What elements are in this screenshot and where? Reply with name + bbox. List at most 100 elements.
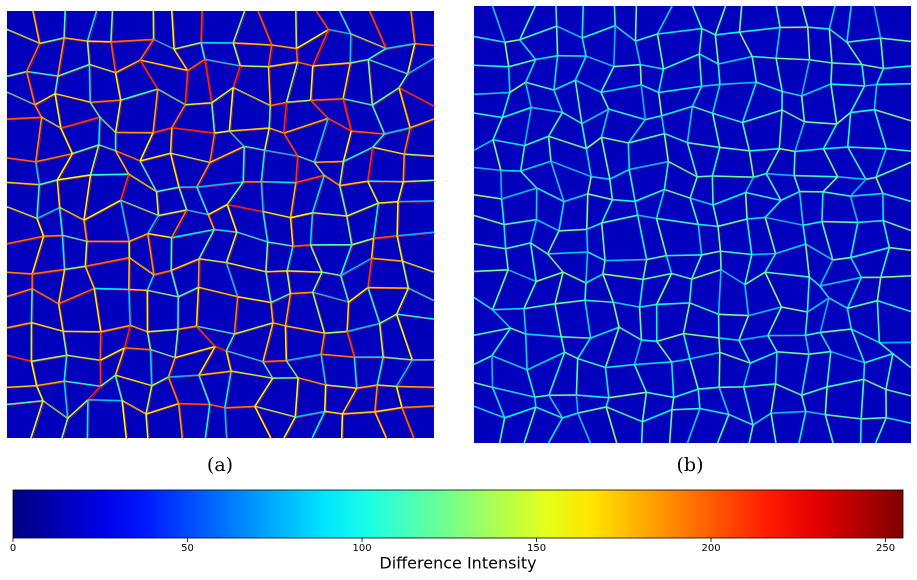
cell-edge — [666, 254, 702, 257]
cell-edge — [615, 65, 642, 68]
cell-edge — [119, 200, 130, 242]
cell-edge — [703, 29, 717, 37]
cell-edge — [211, 133, 217, 164]
cell-edge — [628, 169, 636, 202]
cell-edge — [587, 251, 606, 262]
cell-edge — [556, 273, 565, 305]
cell-edge — [876, 82, 912, 86]
cell-edge — [629, 134, 666, 145]
cell-edge — [509, 81, 527, 94]
cell-edge — [313, 293, 327, 335]
cell-edge — [366, 180, 379, 204]
cell-edge — [667, 256, 674, 275]
cell-edge — [254, 405, 296, 418]
cell-edge — [57, 303, 64, 332]
cell-edge — [531, 243, 538, 283]
cell-edge — [861, 416, 887, 420]
cell-edge — [494, 140, 503, 172]
cell-edge — [602, 93, 611, 111]
cell-edge — [315, 163, 326, 177]
cell-edge — [36, 380, 65, 387]
cell-edge — [744, 176, 755, 193]
cell-edge — [742, 362, 752, 388]
cell-edge — [287, 63, 300, 104]
cell-edge — [627, 142, 631, 170]
cell-edge — [370, 11, 388, 50]
cell-edge — [591, 175, 610, 180]
cell-edge — [604, 274, 645, 281]
cell-edge — [830, 29, 849, 44]
cell-edge — [270, 292, 291, 304]
cell-edge — [738, 339, 751, 364]
cell-edge — [500, 198, 505, 225]
cell-edge — [322, 355, 328, 387]
cell-edge — [367, 286, 409, 290]
cell-edge — [584, 282, 587, 301]
cell-edge — [86, 41, 91, 65]
cell-edge — [287, 270, 322, 274]
cell-edge — [828, 28, 833, 64]
cell-edge — [370, 238, 375, 259]
cell-edge — [369, 288, 382, 325]
cell-edge — [494, 118, 505, 141]
cell-edge — [340, 186, 349, 218]
cell-edge — [875, 68, 885, 85]
cell-edge — [342, 410, 375, 415]
cell-edge — [691, 353, 722, 361]
cell-edge — [368, 10, 387, 49]
cell-edge — [216, 131, 231, 135]
cell-edge — [802, 355, 811, 397]
cell-edge — [32, 323, 65, 333]
cell-edge — [63, 381, 69, 419]
cell-edge — [59, 65, 92, 78]
cell-edge — [583, 38, 588, 58]
cell-edge — [340, 11, 353, 36]
cell-edge — [245, 147, 267, 152]
cell-edge — [409, 288, 436, 302]
cell-edge — [608, 108, 646, 121]
cell-edge — [297, 30, 331, 50]
cell-edge — [296, 28, 329, 50]
cell-edge — [149, 234, 174, 239]
cell-edge — [521, 26, 559, 42]
cell-edge — [850, 192, 883, 197]
cell-edge — [146, 274, 155, 291]
cell-edge — [879, 38, 885, 69]
cell-edge — [824, 192, 853, 198]
cell-edge — [585, 148, 592, 177]
cell-edge — [58, 180, 62, 209]
cell-edge — [803, 84, 833, 98]
cell-edge — [848, 113, 853, 149]
cell-edge — [492, 139, 502, 171]
cell-edge — [88, 64, 92, 103]
cell-edge — [86, 399, 89, 439]
cell-edge — [116, 151, 131, 176]
cell-edge — [269, 67, 273, 107]
cell-edge — [28, 72, 60, 78]
tick-label: 150 — [527, 543, 546, 554]
cell-edge — [294, 245, 313, 248]
cell-edge — [177, 325, 197, 331]
cell-edge — [158, 209, 187, 217]
cell-edge — [770, 413, 777, 444]
cell-edge — [398, 314, 436, 321]
cell-edge — [576, 81, 584, 125]
cell-edge — [376, 412, 389, 440]
cell-edge — [8, 118, 44, 121]
cell-edge — [56, 94, 63, 130]
cell-edge — [286, 353, 322, 362]
cell-edge — [822, 148, 839, 178]
cell-edge — [575, 358, 579, 396]
cell-edge — [33, 237, 46, 276]
cell-edge — [640, 63, 664, 70]
cell-edge — [846, 112, 852, 148]
cell-edge — [738, 315, 750, 341]
cell-edge — [114, 150, 130, 175]
cell-edge — [226, 372, 233, 409]
cell-edge — [600, 92, 610, 110]
cell-edge — [6, 384, 37, 389]
cell-edge — [713, 148, 722, 178]
cell-edge — [346, 322, 380, 333]
cell-edge — [712, 175, 754, 178]
cell-edge — [848, 278, 864, 310]
